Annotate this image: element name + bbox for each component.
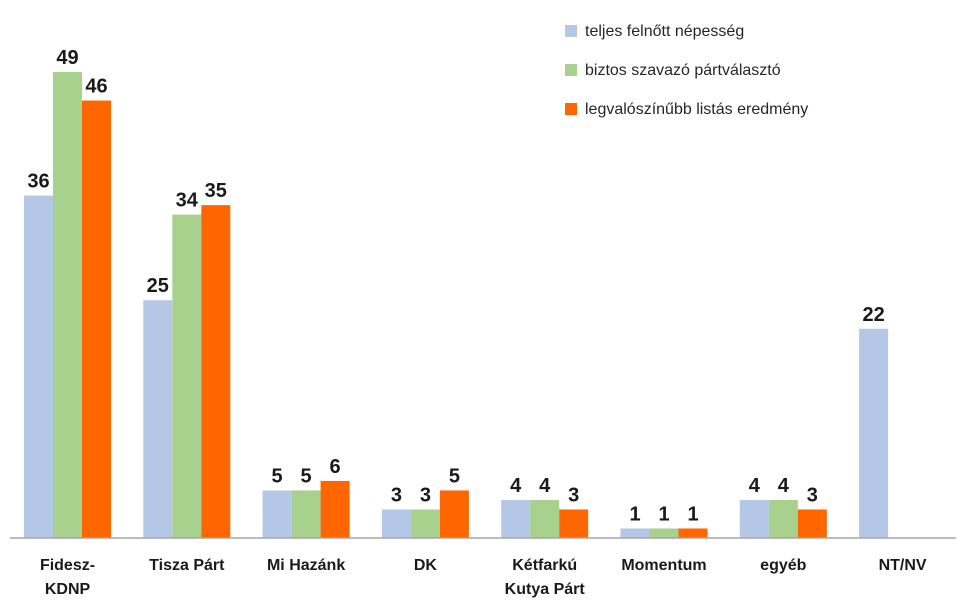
category-label-4-line1: Kutya Párt: [505, 581, 586, 598]
bar-s0-c1: [143, 300, 173, 538]
legend-label-2: legvalószínűbb listás eredmény: [585, 101, 808, 118]
legend-label-1: biztos szavazó pártválasztó: [585, 62, 781, 79]
bar-s0-c4: [501, 499, 531, 538]
bar-s0-c6: [739, 499, 769, 538]
category-label-1-line0: Tisza Párt: [149, 557, 225, 574]
bar-s1-c5: [649, 528, 679, 538]
value-label-s0-c1: 25: [147, 275, 169, 297]
bar-s1-c0: [53, 72, 82, 538]
bar-s2-c3: [439, 490, 469, 538]
bar-s0-c3: [381, 509, 411, 538]
legend: teljes felnőtt népesség biztos szavazó pá…: [565, 23, 808, 118]
value-label-s0-c4: 4: [510, 475, 522, 497]
value-label-s2-c1: 35: [205, 180, 227, 202]
value-label-s0-c2: 5: [272, 465, 283, 487]
value-label-s1-c2: 5: [301, 465, 312, 487]
value-label-s1-c6: 4: [778, 475, 790, 497]
value-label-s2-c4: 3: [568, 484, 579, 506]
bar-s2-c2: [320, 480, 350, 538]
category-label-5-line0: Momentum: [621, 557, 706, 574]
bar-s0-c2: [262, 490, 292, 538]
value-label-s2-c5: 1: [687, 503, 698, 525]
bar-s1-c2: [291, 490, 321, 538]
category-label-2-line0: Mi Hazánk: [267, 557, 345, 574]
category-label-0-line1: KDNP: [45, 581, 91, 598]
bar-s2-c1: [201, 205, 231, 538]
category-label-0-line0: Fidesz-: [40, 557, 95, 574]
bar-s0-c0: [24, 195, 53, 538]
bar-s1-c4: [530, 499, 560, 538]
bar-s1-c1: [172, 214, 202, 538]
legend-swatch-2: [565, 103, 577, 115]
value-label-s2-c0: 46: [85, 76, 107, 98]
bar-s0-c7: [859, 328, 889, 538]
bar-s2-c4: [559, 509, 589, 538]
value-label-s1-c5: 1: [658, 503, 669, 525]
category-label-3-line0: DK: [414, 557, 438, 574]
value-label-s1-c3: 3: [420, 484, 431, 506]
value-label-s0-c5: 1: [629, 503, 640, 525]
legend-swatch-0: [565, 25, 577, 37]
value-label-s2-c6: 3: [807, 484, 818, 506]
bars-group: [24, 72, 889, 538]
value-label-s2-c3: 5: [449, 465, 460, 487]
value-label-s0-c7: 22: [862, 304, 884, 326]
value-label-s0-c3: 3: [391, 484, 402, 506]
category-label-6-line0: egyéb: [760, 557, 806, 574]
category-label-4-line0: Kétfarkú: [512, 557, 577, 574]
value-label-s2-c2: 6: [330, 456, 341, 478]
value-label-s0-c0: 36: [27, 171, 49, 193]
bar-s1-c6: [768, 499, 798, 538]
bar-s1-c3: [410, 509, 440, 538]
value-label-s1-c1: 34: [176, 190, 199, 212]
category-label-7-line0: NT/NV: [879, 557, 927, 574]
legend-swatch-1: [565, 64, 577, 76]
bar-s2-c0: [82, 100, 111, 538]
value-label-s1-c4: 4: [539, 475, 551, 497]
bar-s2-c5: [678, 528, 708, 538]
value-label-s0-c6: 4: [749, 475, 761, 497]
bar-s2-c6: [797, 509, 827, 538]
bar-s0-c5: [620, 528, 650, 538]
value-label-s1-c0: 49: [56, 47, 78, 69]
legend-label-0: teljes felnőtt népesség: [585, 23, 744, 40]
category-labels-group: Fidesz- KDNP Tisza Párt Mi Hazánk DK Kétfarkú…: [40, 557, 927, 598]
